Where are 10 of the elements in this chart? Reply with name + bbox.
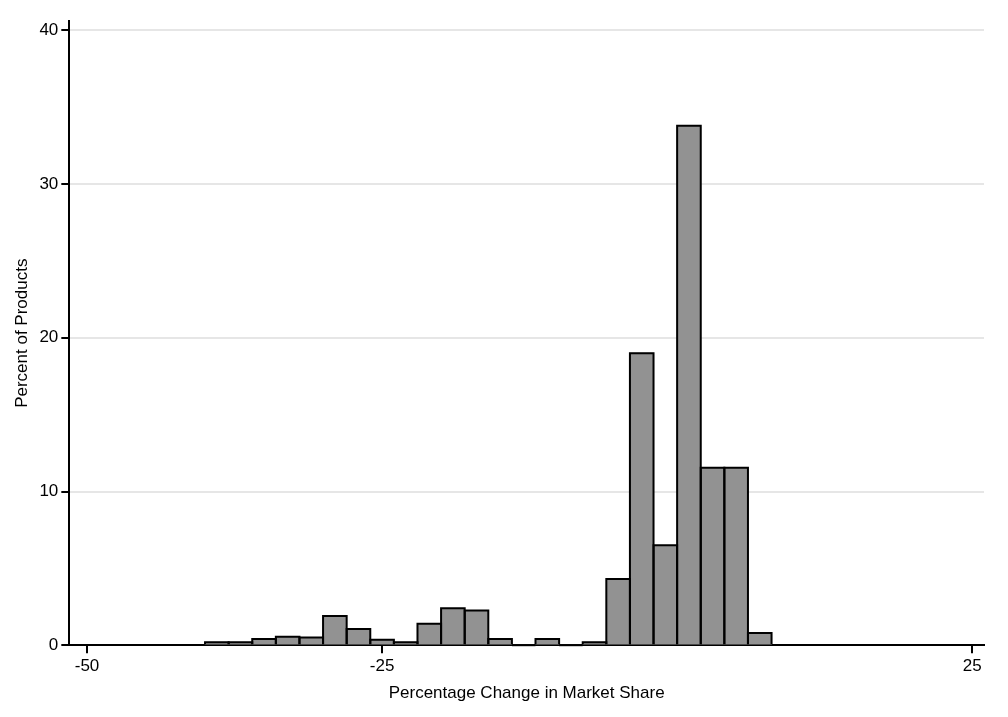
- y-tick-label: 30: [39, 173, 59, 193]
- x-tick-label: 25: [962, 656, 982, 676]
- y-axis-title: Percent of Products: [11, 258, 31, 408]
- x-axis-title: Percentage Change in Market Share: [388, 683, 665, 703]
- y-tick-label: 0: [48, 634, 59, 654]
- y-tick-label: 10: [39, 481, 59, 501]
- y-tick-label: 20: [39, 327, 59, 347]
- y-tick-label: 40: [39, 20, 59, 40]
- x-tick-label: -50: [74, 656, 100, 676]
- x-tick-label: -25: [369, 656, 395, 676]
